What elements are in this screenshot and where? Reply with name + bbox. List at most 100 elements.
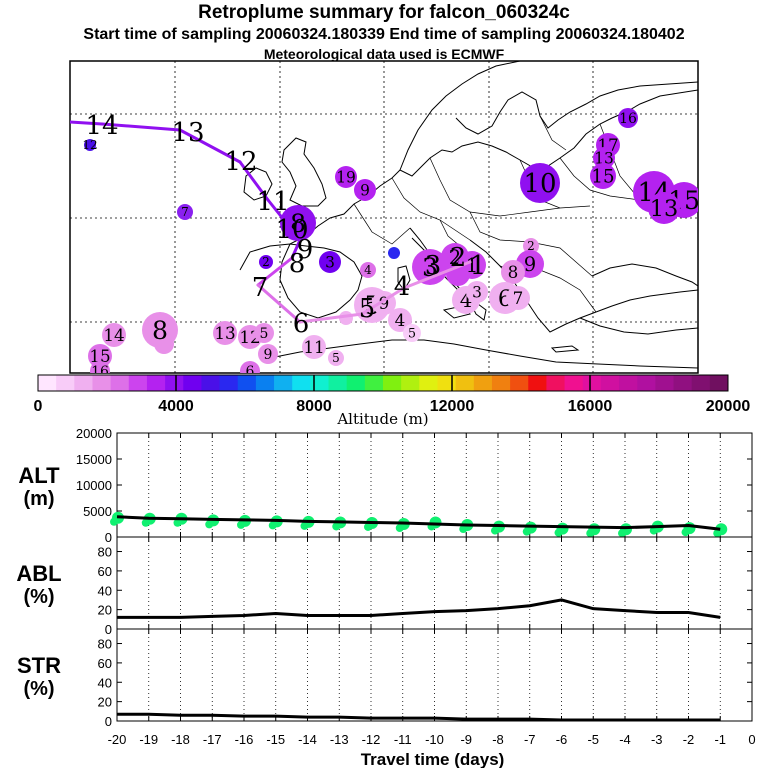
plume-cluster: 4: [388, 308, 412, 332]
y-tick-label: 20: [98, 695, 112, 710]
plume-cluster: 5: [328, 350, 344, 366]
plume-cluster: 19: [335, 166, 357, 188]
trajectory-segment: [100, 122, 182, 132]
colorbar-swatch: [564, 375, 584, 391]
y-tick-label: 0: [105, 714, 112, 729]
x-axis-title: Travel time (days): [361, 750, 505, 768]
x-tick-label: -9: [460, 732, 472, 747]
trajectory-day-label: 1: [470, 251, 487, 281]
plume-cluster: 3: [466, 281, 488, 303]
cluster-circle: [102, 323, 126, 347]
colorbar-swatch: [128, 375, 148, 391]
cluster-label: 2: [527, 239, 535, 253]
altitude-point: [205, 520, 214, 529]
altitude-point: [649, 526, 658, 535]
altitude-point: [459, 525, 468, 534]
colorbar-tick-label: 4000: [158, 398, 194, 415]
plume-cluster: 7: [506, 286, 530, 310]
plume-cluster: 10: [520, 163, 560, 203]
y-tick-label: 10000: [76, 478, 112, 493]
plume-cluster: 16: [90, 361, 110, 373]
continent-coast: [239, 89, 698, 271]
trajectory-segment: [298, 312, 364, 324]
trajectory-day-label: 6: [293, 309, 310, 339]
trajectory-segment: [266, 198, 302, 242]
cluster-label: 5: [260, 326, 269, 342]
cluster-label: 4: [364, 263, 372, 277]
plume-cluster: 8: [501, 260, 525, 284]
plume-cluster: 12: [82, 138, 97, 152]
colorbar-swatch: [510, 375, 529, 391]
cluster-circle: [319, 251, 341, 273]
cluster-label: 15: [591, 166, 614, 187]
trajectory-segment: [256, 256, 294, 287]
x-tick-label: -17: [203, 732, 222, 747]
cluster-label: 13: [214, 323, 235, 343]
colorbar-swatch: [401, 375, 420, 391]
plume-cluster: 13: [593, 147, 615, 169]
altitude-point: [110, 517, 118, 526]
cluster-label: 3: [472, 283, 482, 301]
colorbar-swatch: [237, 375, 257, 391]
colorbar-swatch: [74, 375, 93, 391]
cluster-circle: [458, 251, 486, 279]
x-tick-label: -6: [556, 732, 568, 747]
cluster-circle: [466, 281, 488, 303]
panel-unit-label: (%): [23, 678, 54, 700]
altitude-point: [618, 529, 626, 538]
cluster-circle: [280, 205, 316, 241]
plume-cluster: 9: [354, 179, 376, 201]
panel-alt: 0 5000 10000 15000 20000 ALT(m): [18, 426, 753, 545]
cluster-circle: [354, 179, 376, 201]
colorbar-swatch: [92, 375, 112, 391]
cluster-label: 13: [594, 149, 614, 167]
colorbar-swatch: [38, 375, 57, 391]
sardinia-coast: [397, 265, 411, 291]
altitude-point: [173, 518, 182, 527]
plume-cluster: 11: [302, 335, 326, 359]
x-tick-label: -15: [266, 732, 285, 747]
cluster-circle: [335, 166, 357, 188]
altitude-point: [395, 524, 404, 532]
y-tick-label: 0: [105, 530, 112, 545]
cluster-label: 8: [508, 262, 519, 282]
x-tick-label: -19: [139, 732, 158, 747]
x-tick-label: -20: [108, 732, 127, 747]
mean-altitude-line: [116, 515, 721, 531]
colorbar-tick-label: 0: [34, 398, 43, 415]
x-tick-label: -10: [425, 732, 444, 747]
panel-unit-label: (%): [23, 586, 54, 608]
plume-cluster: 15: [590, 163, 616, 189]
plume-cluster: 7: [177, 204, 193, 220]
colorbar-title: Altitude (m): [336, 410, 428, 428]
y-tick-label: 20: [98, 603, 112, 618]
trajectory-day-label: 2: [450, 243, 467, 273]
colorbar-swatch: [673, 375, 693, 391]
trajectory-day-label: 5: [359, 294, 376, 324]
colorbar-swatch: [310, 375, 330, 391]
black-sea-coast: [591, 263, 698, 287]
cluster-label: 4: [395, 310, 406, 330]
cluster-blob: [388, 247, 400, 259]
x-tick-label: 0: [748, 732, 755, 747]
colorbar-swatch: [546, 375, 566, 391]
trajectory-segment: [178, 128, 242, 164]
plume-cluster: 4: [360, 262, 376, 278]
str-line: [117, 712, 721, 722]
cluster-circle: [590, 163, 616, 189]
panel-label: ALT: [18, 463, 60, 488]
y-tick-label: 20000: [76, 426, 112, 441]
y-tick-label: 80: [98, 545, 112, 560]
border: [469, 211, 593, 277]
colorbar-tick-label: 8000: [296, 398, 332, 415]
colorbar-swatch: [165, 375, 184, 391]
plume-cluster: 3: [319, 251, 341, 273]
trajectory-day-label: 4: [394, 272, 411, 302]
trajectory-day-label: 12: [224, 147, 257, 177]
altitude-point: [522, 527, 531, 536]
cluster-circle: [84, 139, 96, 151]
border: [539, 115, 567, 151]
cluster-label: 19: [336, 168, 356, 186]
plume-cluster: 16: [618, 108, 638, 128]
